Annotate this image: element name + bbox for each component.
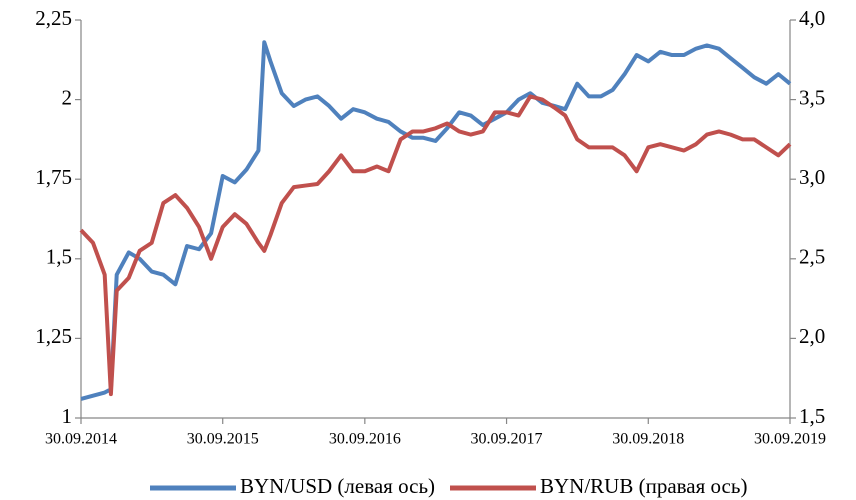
x-tick-label: 30.09.2017 — [471, 431, 543, 448]
y-tick-label: 1 — [62, 404, 73, 428]
series-line — [80, 40, 792, 401]
y-tick-label: 1,75 — [35, 165, 72, 189]
y-tick-label: 2 — [62, 85, 73, 109]
x-tick-label: 30.09.2018 — [612, 431, 684, 448]
y2-tick-label: 2,5 — [799, 245, 825, 269]
legend-label: BYN/USD (левая ось) — [240, 474, 435, 498]
y2-tick-label: 3,5 — [799, 85, 825, 109]
x-tick-label: 30.09.2015 — [187, 431, 259, 448]
legend-label: BYN/RUB (правая ось) — [540, 474, 747, 498]
y2-tick-label: 3,0 — [799, 165, 825, 189]
y2-tick-label: 2,0 — [799, 324, 825, 348]
y-tick-label: 1,5 — [46, 245, 72, 269]
x-tick-label: 30.09.2014 — [45, 431, 117, 448]
y2-tick-label: 4,0 — [799, 6, 825, 30]
series-line — [79, 94, 792, 397]
x-tick-label: 30.09.2019 — [754, 431, 826, 448]
y2-tick-label: 1,5 — [799, 404, 825, 428]
x-tick-label: 30.09.2016 — [329, 431, 401, 448]
y-tick-label: 2,25 — [35, 6, 72, 30]
y-tick-label: 1,25 — [35, 324, 72, 348]
